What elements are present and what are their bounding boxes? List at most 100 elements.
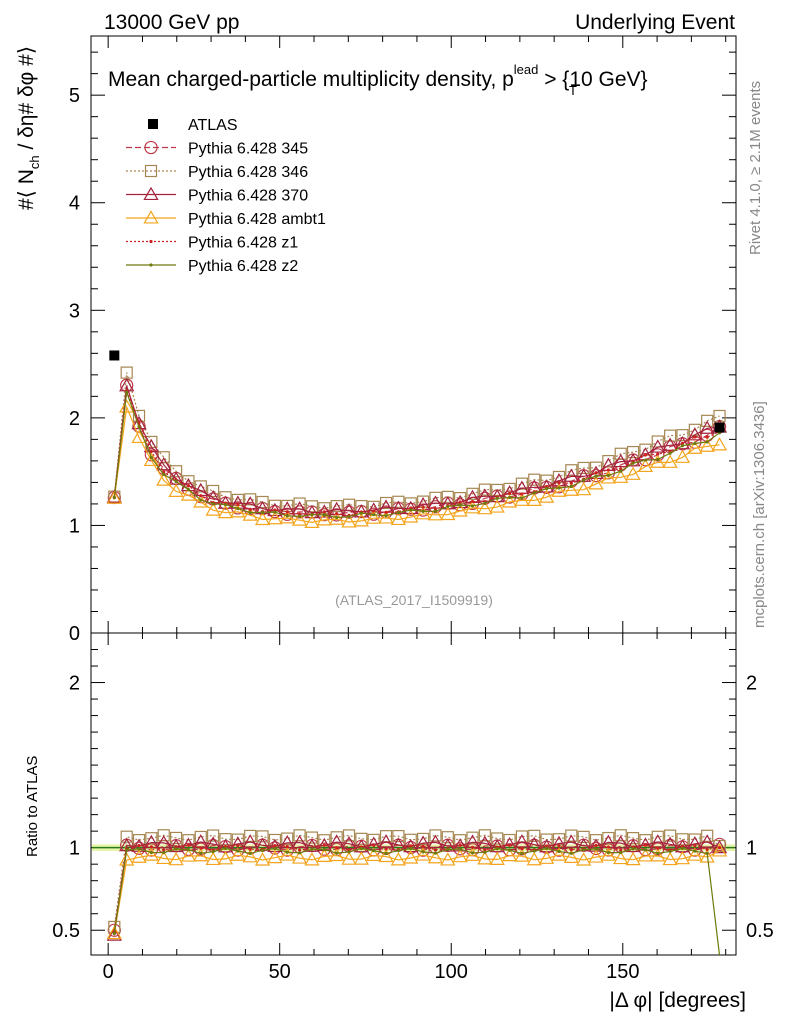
ratio-tick-label-right: 1: [746, 838, 757, 860]
ratio-series-point: [409, 844, 413, 848]
ratio-series-point: [304, 852, 320, 866]
ratio-series-point: [180, 848, 197, 862]
legend-atlas-marker: [148, 119, 158, 129]
mc-series-point: [701, 414, 714, 427]
ratio-series-point: [248, 851, 252, 856]
ratio-series-point: [606, 851, 610, 855]
ratio-series-point: [174, 847, 178, 851]
ratio-series-point: [433, 848, 438, 852]
y-tick-label: 0: [69, 623, 80, 645]
mc-series-point: [619, 469, 623, 473]
ratio-series-point: [693, 849, 697, 853]
ratio-series-point: [291, 850, 308, 864]
mc-series-point: [392, 495, 405, 508]
mc-series-point: [693, 435, 697, 439]
mc-series-point: [217, 504, 234, 519]
ratio-series-point: [106, 927, 122, 941]
mc-series-point: [119, 399, 135, 413]
mc-series-point: [563, 482, 579, 496]
mc-series-point: [441, 490, 454, 503]
ratio-series-point: [563, 849, 579, 863]
mc-series-point: [267, 502, 283, 517]
ratio-series-point: [168, 838, 184, 853]
mc-series-point: [273, 508, 277, 512]
ratio-series-point: [248, 847, 252, 851]
ratio-series-point: [347, 850, 351, 854]
ratio-series-point: [433, 851, 438, 855]
mc-series-point: [656, 457, 660, 462]
mc-series-point: [687, 427, 703, 441]
mc-series-point: [248, 507, 252, 512]
mc-series-point: [514, 492, 530, 506]
ratio-series-point: [687, 847, 703, 861]
chart-title-subscript: T: [569, 83, 577, 98]
mc-series-point: [495, 496, 499, 500]
ratio-series-point: [626, 832, 640, 845]
mc-series-point: [248, 510, 252, 515]
mcplots-label: mcplots.cern.ch [arXiv:1306.3436]: [751, 401, 768, 628]
legend-label: Pythia 6.428 370: [188, 188, 308, 205]
mc-series-point: [242, 507, 258, 521]
legend-label: Pythia 6.428 z1: [188, 235, 298, 252]
ratio-series-point: [452, 848, 468, 863]
ratio-series-point: [662, 851, 678, 866]
ratio-series-point: [392, 829, 405, 843]
ratio-series-point: [514, 848, 530, 862]
ratio-series-point: [156, 835, 172, 849]
ratio-series-point: [310, 847, 314, 851]
ratio-series-line: [113, 844, 720, 932]
mc-series-point: [199, 494, 203, 498]
header-left: 13000 GeV pp: [104, 11, 239, 34]
ratio-series-point: [421, 844, 425, 848]
mc-series-point: [207, 484, 220, 498]
mc-series-point: [626, 445, 640, 459]
mc-series-point: [440, 506, 456, 521]
mc-series-point: [341, 514, 357, 528]
mc-series-point: [112, 496, 116, 500]
axis-ticks: 0 50 100 150 0 1 2 3 4 5 0.5 0.5 1 1 2 2: [52, 36, 774, 983]
ratio-series-point: [279, 847, 295, 861]
mc-series-point: [149, 449, 153, 454]
mc-series-point: [699, 420, 715, 434]
mc-series-point: [545, 486, 549, 491]
ratio-series-point: [501, 847, 518, 862]
mc-series-point: [705, 435, 709, 439]
ratio-series-point: [563, 834, 579, 848]
ratio-series-point: [477, 835, 493, 849]
ratio-series-point: [717, 846, 722, 850]
mc-series-point: [693, 441, 697, 446]
mc-series-point: [316, 504, 332, 518]
mc-series-point: [316, 512, 332, 526]
mc-series-point: [329, 511, 345, 525]
ratio-series-point: [322, 847, 326, 852]
mc-series-point: [602, 455, 615, 468]
ratio-series-point: [293, 829, 306, 842]
ratio-series-point: [656, 846, 660, 850]
mc-series-point: [335, 515, 339, 520]
ratio-series-point: [625, 851, 641, 866]
ratio-series-point: [149, 845, 153, 849]
x-tick-label: 50: [269, 961, 291, 983]
legend-label: Pythia 6.428 345: [188, 141, 308, 158]
y-tick-label: 4: [69, 193, 80, 215]
mc-series-line: [113, 372, 720, 509]
mc-series-point: [526, 492, 542, 506]
mc-series-line: [113, 390, 720, 517]
mc-series-point: [291, 512, 308, 526]
mc-series-point: [384, 514, 388, 518]
ratio-series-point: [514, 834, 530, 848]
mc-series-point: [452, 494, 468, 509]
mc-series-point: [199, 498, 203, 502]
ratio-series-point: [565, 829, 578, 842]
ratio-series-point: [316, 848, 332, 862]
x-tick-label: 100: [435, 961, 468, 983]
ratio-series-point: [403, 850, 419, 864]
legend-marker: [143, 186, 159, 201]
ratio-series-point: [341, 851, 357, 865]
mc-series-point: [149, 455, 153, 460]
ratio-series-point: [705, 851, 709, 855]
ratio-series-point: [477, 851, 493, 865]
header-right: Underlying Event: [575, 11, 735, 34]
mc-series-point: [396, 511, 401, 515]
mc-series-point: [379, 496, 393, 510]
